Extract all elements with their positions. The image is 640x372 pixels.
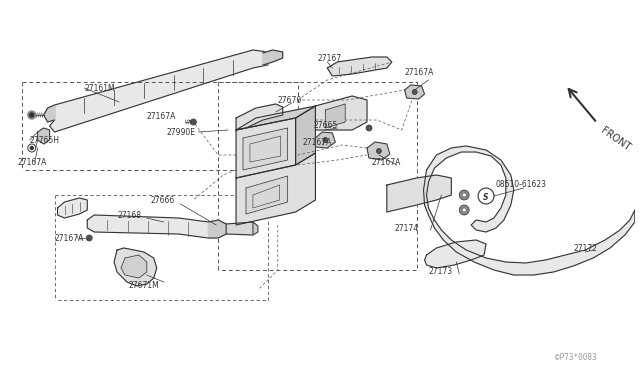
Circle shape [28, 144, 36, 152]
Text: 08510-61623: 08510-61623 [496, 180, 547, 189]
Circle shape [478, 188, 494, 204]
Circle shape [86, 235, 92, 241]
Polygon shape [121, 255, 147, 278]
Polygon shape [236, 118, 296, 178]
Circle shape [412, 90, 417, 94]
Polygon shape [236, 106, 316, 130]
Polygon shape [316, 96, 367, 130]
Text: 27167A: 27167A [147, 112, 176, 121]
Polygon shape [387, 175, 451, 212]
Text: 27167A: 27167A [18, 157, 47, 167]
Polygon shape [226, 222, 256, 235]
Circle shape [191, 119, 196, 125]
Polygon shape [316, 132, 335, 148]
Polygon shape [325, 104, 345, 128]
Text: 27167A: 27167A [303, 138, 332, 147]
Circle shape [323, 138, 328, 142]
Polygon shape [404, 85, 424, 99]
Polygon shape [296, 106, 316, 165]
Text: 27167A: 27167A [404, 67, 434, 77]
Polygon shape [87, 215, 213, 238]
Text: FRONT: FRONT [599, 125, 632, 153]
Circle shape [29, 113, 34, 117]
Text: 27167A: 27167A [54, 234, 84, 243]
Text: 27174: 27174 [395, 224, 419, 232]
Polygon shape [49, 50, 268, 132]
Text: 27167A: 27167A [372, 157, 401, 167]
Text: 27666: 27666 [151, 196, 175, 205]
Polygon shape [208, 220, 226, 238]
Text: 27670: 27670 [278, 96, 302, 105]
Polygon shape [246, 176, 287, 214]
Text: 27172: 27172 [573, 244, 597, 253]
Text: ©P73*0083: ©P73*0083 [556, 353, 597, 362]
Polygon shape [367, 142, 390, 160]
Polygon shape [327, 57, 392, 76]
Text: 27161M: 27161M [84, 83, 115, 93]
Text: 27665: 27665 [314, 121, 338, 129]
Circle shape [366, 125, 372, 131]
Circle shape [376, 148, 381, 154]
Polygon shape [114, 248, 157, 286]
Circle shape [462, 208, 466, 212]
Polygon shape [38, 128, 49, 144]
Text: 27671M: 27671M [129, 280, 160, 289]
Text: S: S [483, 192, 489, 202]
Text: 27168: 27168 [117, 211, 141, 219]
Polygon shape [236, 153, 316, 225]
Polygon shape [44, 105, 54, 122]
Circle shape [460, 190, 469, 200]
Polygon shape [243, 128, 287, 170]
Circle shape [460, 205, 469, 215]
Circle shape [462, 193, 466, 197]
Text: 27765H: 27765H [29, 135, 60, 144]
Text: 27173: 27173 [429, 267, 452, 276]
Polygon shape [253, 222, 258, 235]
Polygon shape [424, 146, 635, 275]
Polygon shape [263, 50, 283, 65]
Polygon shape [424, 240, 486, 268]
Text: 27990E: 27990E [166, 128, 196, 137]
Polygon shape [236, 104, 283, 130]
Circle shape [30, 147, 33, 150]
Polygon shape [58, 198, 87, 218]
Circle shape [28, 111, 36, 119]
Text: 27167: 27167 [317, 54, 342, 62]
